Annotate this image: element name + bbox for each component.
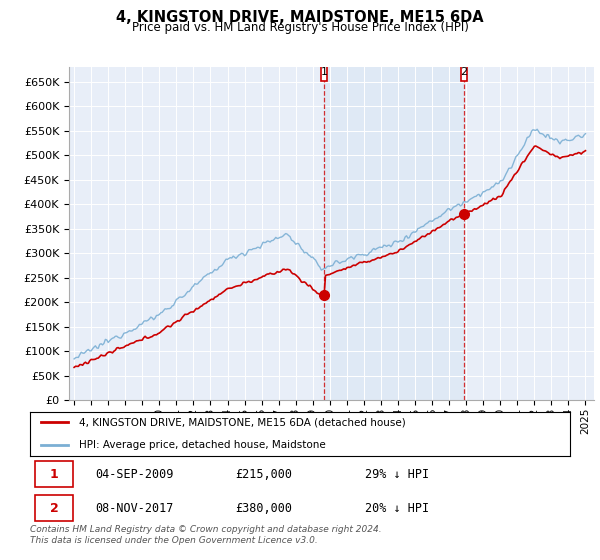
Text: 08-NOV-2017: 08-NOV-2017 [95,502,173,515]
FancyBboxPatch shape [461,63,467,81]
FancyBboxPatch shape [35,461,73,487]
Text: 20% ↓ HPI: 20% ↓ HPI [365,502,429,515]
Text: 4, KINGSTON DRIVE, MAIDSTONE, ME15 6DA (detached house): 4, KINGSTON DRIVE, MAIDSTONE, ME15 6DA (… [79,417,406,427]
FancyBboxPatch shape [35,495,73,521]
Text: £215,000: £215,000 [235,468,292,480]
Text: 29% ↓ HPI: 29% ↓ HPI [365,468,429,480]
Text: £380,000: £380,000 [235,502,292,515]
Text: Price paid vs. HM Land Registry's House Price Index (HPI): Price paid vs. HM Land Registry's House … [131,21,469,34]
Text: HPI: Average price, detached house, Maidstone: HPI: Average price, detached house, Maid… [79,440,325,450]
Text: Contains HM Land Registry data © Crown copyright and database right 2024.
This d: Contains HM Land Registry data © Crown c… [30,525,382,545]
Text: 2: 2 [50,502,59,515]
FancyBboxPatch shape [321,63,327,81]
Bar [324,67,464,400]
Text: 4, KINGSTON DRIVE, MAIDSTONE, ME15 6DA: 4, KINGSTON DRIVE, MAIDSTONE, ME15 6DA [116,10,484,25]
Text: 2: 2 [460,67,467,77]
Text: 04-SEP-2009: 04-SEP-2009 [95,468,173,480]
Text: 1: 1 [320,67,328,77]
Text: 1: 1 [50,468,59,480]
